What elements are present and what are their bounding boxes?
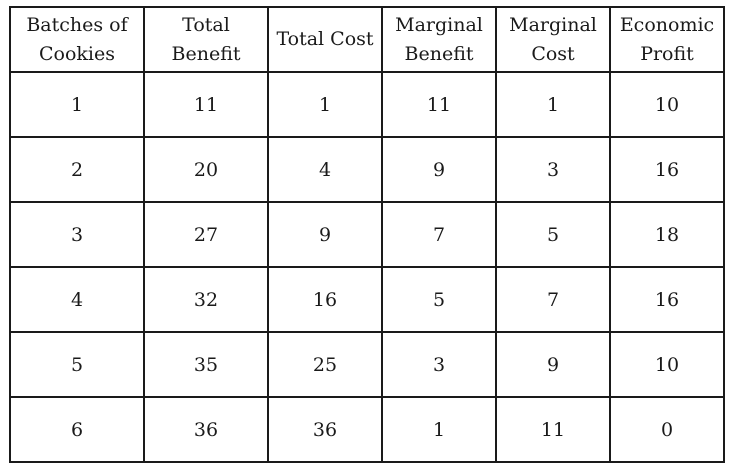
cell-batches: 4 <box>9 266 145 333</box>
cell-batches: 6 <box>9 396 145 463</box>
cell-marginal-benefit: 9 <box>381 136 497 203</box>
cell-marginal-cost: 7 <box>495 266 611 333</box>
cell-batches: 2 <box>9 136 145 203</box>
cell-economic-profit: 0 <box>609 396 725 463</box>
cell-marginal-cost: 5 <box>495 201 611 268</box>
cell-total-benefit: 20 <box>143 136 269 203</box>
cell-total-benefit: 35 <box>143 331 269 398</box>
cell-batches: 1 <box>9 71 145 138</box>
header-total-cost: Total Cost <box>267 6 383 73</box>
cell-marginal-benefit: 1 <box>381 396 497 463</box>
cell-total-cost: 25 <box>267 331 383 398</box>
cell-marginal-cost: 9 <box>495 331 611 398</box>
cell-economic-profit: 10 <box>609 71 725 138</box>
cell-total-cost: 4 <box>267 136 383 203</box>
cell-marginal-benefit: 11 <box>381 71 497 138</box>
cell-total-cost: 9 <box>267 201 383 268</box>
header-economic-profit: Economic Profit <box>609 6 725 73</box>
header-batches-of-cookies: Batches of Cookies <box>9 6 145 73</box>
cell-total-cost: 1 <box>267 71 383 138</box>
cell-marginal-benefit: 5 <box>381 266 497 333</box>
cookie-economics-table: Batches of Cookies Total Benefit Total C… <box>9 6 725 463</box>
cell-economic-profit: 16 <box>609 266 725 333</box>
table-row: 2 20 4 9 3 16 <box>9 136 725 203</box>
cell-total-benefit: 27 <box>143 201 269 268</box>
table-row: 5 35 25 3 9 10 <box>9 331 725 398</box>
cell-total-benefit: 32 <box>143 266 269 333</box>
header-marginal-benefit: Marginal Benefit <box>381 6 497 73</box>
header-total-benefit: Total Benefit <box>143 6 269 73</box>
cell-total-benefit: 36 <box>143 396 269 463</box>
cell-marginal-cost: 3 <box>495 136 611 203</box>
cell-marginal-benefit: 3 <box>381 331 497 398</box>
cell-economic-profit: 10 <box>609 331 725 398</box>
table-row: 4 32 16 5 7 16 <box>9 266 725 333</box>
cell-batches: 3 <box>9 201 145 268</box>
table-row: 1 11 1 11 1 10 <box>9 71 725 138</box>
table-row: 6 36 36 1 11 0 <box>9 396 725 463</box>
cell-batches: 5 <box>9 331 145 398</box>
table-header-row: Batches of Cookies Total Benefit Total C… <box>9 6 725 73</box>
header-marginal-cost: Marginal Cost <box>495 6 611 73</box>
cell-marginal-cost: 11 <box>495 396 611 463</box>
cell-economic-profit: 16 <box>609 136 725 203</box>
cell-marginal-benefit: 7 <box>381 201 497 268</box>
cell-economic-profit: 18 <box>609 201 725 268</box>
table-row: 3 27 9 7 5 18 <box>9 201 725 268</box>
cell-total-benefit: 11 <box>143 71 269 138</box>
cell-marginal-cost: 1 <box>495 71 611 138</box>
cell-total-cost: 16 <box>267 266 383 333</box>
cell-total-cost: 36 <box>267 396 383 463</box>
